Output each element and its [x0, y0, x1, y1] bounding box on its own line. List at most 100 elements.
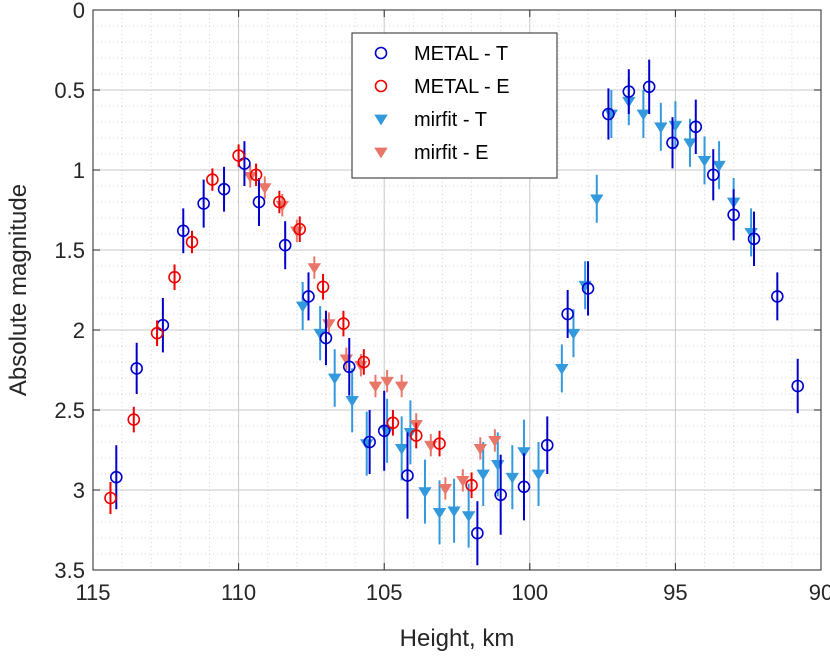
- data-point: [476, 469, 490, 481]
- data-point: [697, 156, 712, 167]
- data-point: [168, 270, 181, 284]
- data-point: [602, 107, 615, 121]
- legend-label: METAL - E: [414, 76, 510, 98]
- data-point: [654, 122, 668, 134]
- data-point: [771, 290, 784, 303]
- data-point: [357, 355, 371, 369]
- data-point: [345, 396, 359, 407]
- data-point: [642, 80, 656, 94]
- data-point: [531, 469, 546, 481]
- data-point: [555, 364, 569, 375]
- data-point: [342, 360, 356, 374]
- data-point: [319, 331, 333, 345]
- data-point: [150, 326, 164, 340]
- data-point: [561, 307, 574, 321]
- data-point: [461, 511, 476, 523]
- data-point: [471, 526, 484, 540]
- legend-item: mirfit - T: [374, 109, 487, 131]
- data-point: [747, 232, 761, 246]
- y-tick-label: 1: [73, 158, 85, 183]
- data-point: [130, 362, 143, 375]
- data-point: [488, 436, 502, 447]
- x-tick-label: 100: [511, 580, 548, 605]
- axis-ticks: [92, 9, 822, 571]
- y-axis-label: Absolute magnitude: [5, 184, 32, 396]
- data-point: [418, 487, 432, 499]
- data-point: [278, 238, 292, 252]
- data-point: [394, 381, 409, 393]
- x-tick-label: 115: [75, 580, 110, 605]
- data-point: [791, 379, 805, 393]
- data-point: [727, 208, 740, 222]
- legend-box: [351, 32, 558, 179]
- data-point: [622, 85, 636, 98]
- legend-label: METAL - T: [414, 43, 508, 65]
- data-point: [176, 224, 190, 238]
- data-point: [243, 172, 258, 183]
- data-point: [517, 480, 531, 494]
- data-point: [689, 120, 703, 134]
- data-point: [368, 381, 383, 393]
- data-point: [386, 416, 400, 430]
- x-tick-label: 90: [809, 580, 830, 605]
- data-point: [438, 484, 453, 495]
- y-tick-label: 3.5: [54, 558, 85, 583]
- series-metal-e: [104, 144, 478, 514]
- data-point: [380, 376, 394, 388]
- data-point: [206, 173, 219, 186]
- legend-item: mirfit - E: [374, 142, 488, 164]
- data-point: [104, 491, 117, 505]
- legend-label: mirfit - E: [414, 142, 488, 164]
- data-point: [185, 235, 199, 249]
- x-tick-label: 105: [366, 580, 403, 605]
- data-point: [327, 373, 342, 385]
- y-tick-label: 0.5: [54, 78, 85, 103]
- data-point: [432, 508, 447, 519]
- data-point: [307, 263, 322, 275]
- data-point: [683, 138, 697, 150]
- data-point: [232, 149, 245, 162]
- data-point: [252, 195, 266, 209]
- y-tick-label: 3: [73, 478, 85, 503]
- data-point: [706, 168, 720, 182]
- data-point: [313, 328, 327, 340]
- data-point: [505, 472, 520, 484]
- data-point: [409, 429, 423, 442]
- data-point: [666, 136, 679, 150]
- data-point: [517, 447, 531, 459]
- data-point: [401, 469, 414, 482]
- data-point: [566, 328, 581, 340]
- data-point: [295, 301, 310, 313]
- data-point: [433, 437, 446, 450]
- x-tick-label: 95: [663, 580, 687, 605]
- y-tick-label: 0: [73, 0, 85, 23]
- legend: METAL - T METAL - E mirfit - T mirfit - E: [351, 32, 558, 179]
- legend-marker: [374, 79, 388, 93]
- y-tick-label: 1.5: [54, 238, 85, 263]
- data-point: [636, 109, 651, 121]
- x-tick-labels: 115 110 105 100 95 90: [75, 580, 830, 605]
- data-point: [394, 444, 409, 455]
- plot-frame: [92, 9, 822, 571]
- data-point: [197, 197, 210, 210]
- legend-label: mirfit - T: [414, 109, 487, 131]
- data-point: [337, 317, 350, 330]
- data-point: [447, 506, 461, 518]
- legend-item: METAL - E: [374, 76, 510, 98]
- data-point: [456, 476, 470, 487]
- data-point: [273, 195, 286, 209]
- legend-marker: [374, 46, 388, 60]
- data-point: [581, 282, 595, 295]
- y-tick-label: 2.5: [54, 398, 85, 423]
- data-point: [465, 478, 478, 492]
- data-point: [540, 438, 554, 452]
- data-point: [249, 168, 263, 182]
- legend-marker: [374, 114, 388, 126]
- data-point: [473, 444, 488, 455]
- data-point: [316, 280, 330, 294]
- x-tick-label: 110: [221, 580, 256, 605]
- data-series: [104, 59, 805, 566]
- data-point: [377, 424, 391, 438]
- data-point: [363, 435, 376, 449]
